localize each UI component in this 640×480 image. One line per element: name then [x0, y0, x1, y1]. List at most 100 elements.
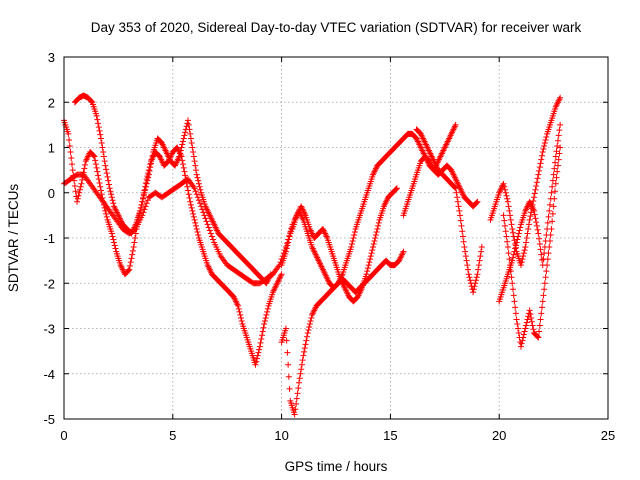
data-point [302, 341, 309, 348]
data-point [523, 235, 530, 241]
data-point [520, 253, 527, 260]
data-point [509, 225, 516, 232]
data-point [184, 183, 191, 190]
y-tick-label: -3 [43, 322, 55, 337]
data-point [238, 317, 245, 324]
data-point [457, 217, 464, 224]
data-point [509, 286, 516, 293]
data-point [65, 130, 72, 137]
data-point [261, 320, 268, 327]
data-point [185, 117, 192, 124]
data-point [538, 256, 545, 263]
data-point [531, 190, 538, 197]
data-point [542, 274, 549, 281]
data-point [525, 225, 532, 232]
data-point [523, 239, 530, 246]
data-point [111, 239, 118, 246]
data-point [103, 210, 110, 217]
series-track-f [289, 185, 400, 305]
data-point [237, 311, 244, 318]
data-point [539, 298, 546, 305]
x-tick-label: 10 [274, 428, 288, 443]
data-point [205, 224, 212, 231]
data-point [306, 320, 313, 327]
data-point [176, 153, 183, 160]
data-point [452, 185, 459, 192]
data-point [68, 161, 75, 168]
data-point [522, 244, 529, 251]
data-point [536, 328, 543, 335]
data-point [503, 233, 510, 240]
data-point [534, 175, 541, 182]
data-point [109, 233, 116, 240]
data-point [177, 147, 184, 154]
data-point [137, 204, 144, 211]
data-point [463, 257, 470, 264]
data-point [178, 144, 185, 151]
data-point [530, 326, 537, 333]
data-point [546, 244, 553, 251]
data-point [94, 116, 101, 123]
data-point [190, 149, 197, 156]
data-point [102, 162, 109, 169]
data-point [515, 230, 522, 237]
data-point [138, 201, 145, 208]
data-point [97, 131, 104, 138]
data-point [366, 259, 373, 266]
data-point [500, 212, 507, 219]
data-point [518, 259, 525, 266]
data-point [103, 170, 110, 177]
data-point [74, 195, 81, 202]
data-point [208, 233, 215, 240]
data-point [507, 262, 514, 269]
data-point [534, 333, 541, 340]
data-point [554, 162, 561, 169]
axis-ticks: 0 5 10 15 20 25 -5 -4 -3 -2 -1 0 1 2 3 [43, 50, 615, 443]
data-point [191, 185, 198, 192]
data-point [461, 244, 468, 251]
data-point [506, 256, 513, 263]
data-point [348, 244, 355, 251]
data-point [516, 227, 523, 234]
data-point [181, 132, 188, 139]
data-point [303, 333, 310, 340]
data-point [458, 222, 465, 229]
data-point [140, 195, 147, 202]
data-point [143, 200, 150, 207]
data-point [142, 186, 149, 193]
data-point [235, 302, 242, 309]
data-point [549, 177, 556, 184]
data-point [66, 142, 73, 149]
data-point [285, 361, 292, 368]
data-point [185, 121, 192, 128]
data-point [470, 289, 477, 296]
data-point [187, 201, 194, 208]
data-point [141, 206, 148, 213]
data-point [285, 373, 292, 380]
data-point [285, 239, 292, 246]
data-point [300, 352, 307, 359]
data-point [531, 211, 538, 218]
series-track-e [278, 121, 459, 291]
data-point [543, 268, 550, 275]
data-point [142, 203, 149, 210]
data-point [533, 182, 540, 189]
data-point [462, 253, 469, 260]
data-point [261, 317, 268, 324]
data-point [512, 310, 519, 317]
data-point [141, 189, 148, 196]
data-point [550, 171, 557, 178]
data-point [236, 308, 243, 315]
data-point [546, 207, 553, 214]
data-point [283, 337, 290, 344]
data-point [400, 248, 407, 255]
data-point [536, 164, 543, 171]
data-point [75, 192, 82, 199]
data-point [98, 139, 105, 146]
data-point [148, 160, 155, 167]
data-point [293, 395, 300, 402]
data-point [557, 121, 564, 128]
data-point [195, 231, 202, 238]
data-point [255, 349, 262, 356]
data-point [298, 366, 305, 373]
